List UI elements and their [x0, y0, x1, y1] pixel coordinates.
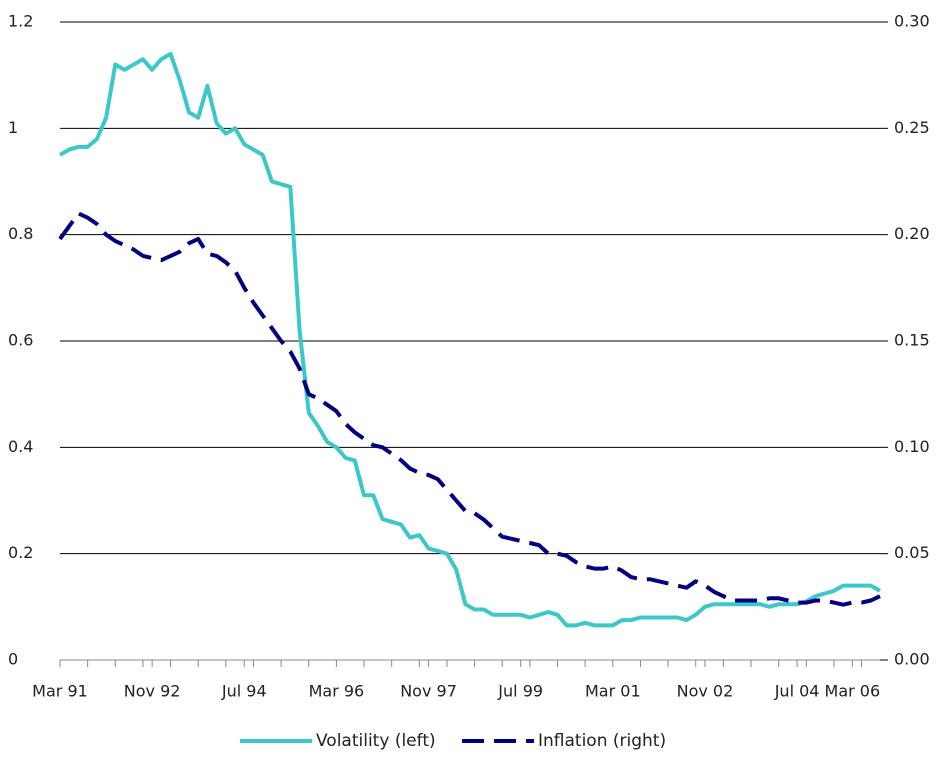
y-tick-label: 0.6: [8, 331, 33, 350]
y2-tick-label: 0.10: [894, 437, 930, 456]
y-tick-label: 0: [8, 650, 18, 669]
x-tick-label: Nov 97: [400, 682, 457, 701]
y2-tick-label: 0.05: [894, 543, 930, 562]
x-tick-label: Mar 96: [309, 682, 365, 701]
y2-tick-label: 0.15: [894, 331, 930, 350]
x-tick-label: Jul 99: [497, 682, 543, 701]
y-tick-label: 1.2: [8, 12, 33, 31]
y2-tick-label: 0.30: [894, 12, 930, 31]
y-tick-label: 0.4: [8, 437, 33, 456]
y2-tick-label: 0.00: [894, 650, 930, 669]
legend-label: Volatility (left): [316, 731, 436, 751]
y2-tick-label: 0.20: [894, 224, 930, 243]
data-line: [58, 211, 881, 607]
y-tick-label: 0.2: [8, 543, 33, 562]
x-tick-label: Mar 91: [32, 682, 88, 701]
data-line: [59, 51, 881, 628]
y-tick-label: 0.8: [8, 224, 33, 243]
x-tick-label: Nov 92: [124, 682, 181, 701]
x-tick-label: Mar 01: [585, 682, 641, 701]
y2-tick-label: 0.25: [894, 118, 930, 137]
legend-label: Inflation (right): [538, 731, 666, 751]
x-tick-label: Jul 04: [774, 682, 820, 701]
x-tick-label: Mar 06: [825, 682, 881, 701]
x-tick-label: Jul 94: [221, 682, 267, 701]
y-tick-label: 1: [8, 118, 18, 137]
x-tick-label: Nov 02: [677, 682, 734, 701]
